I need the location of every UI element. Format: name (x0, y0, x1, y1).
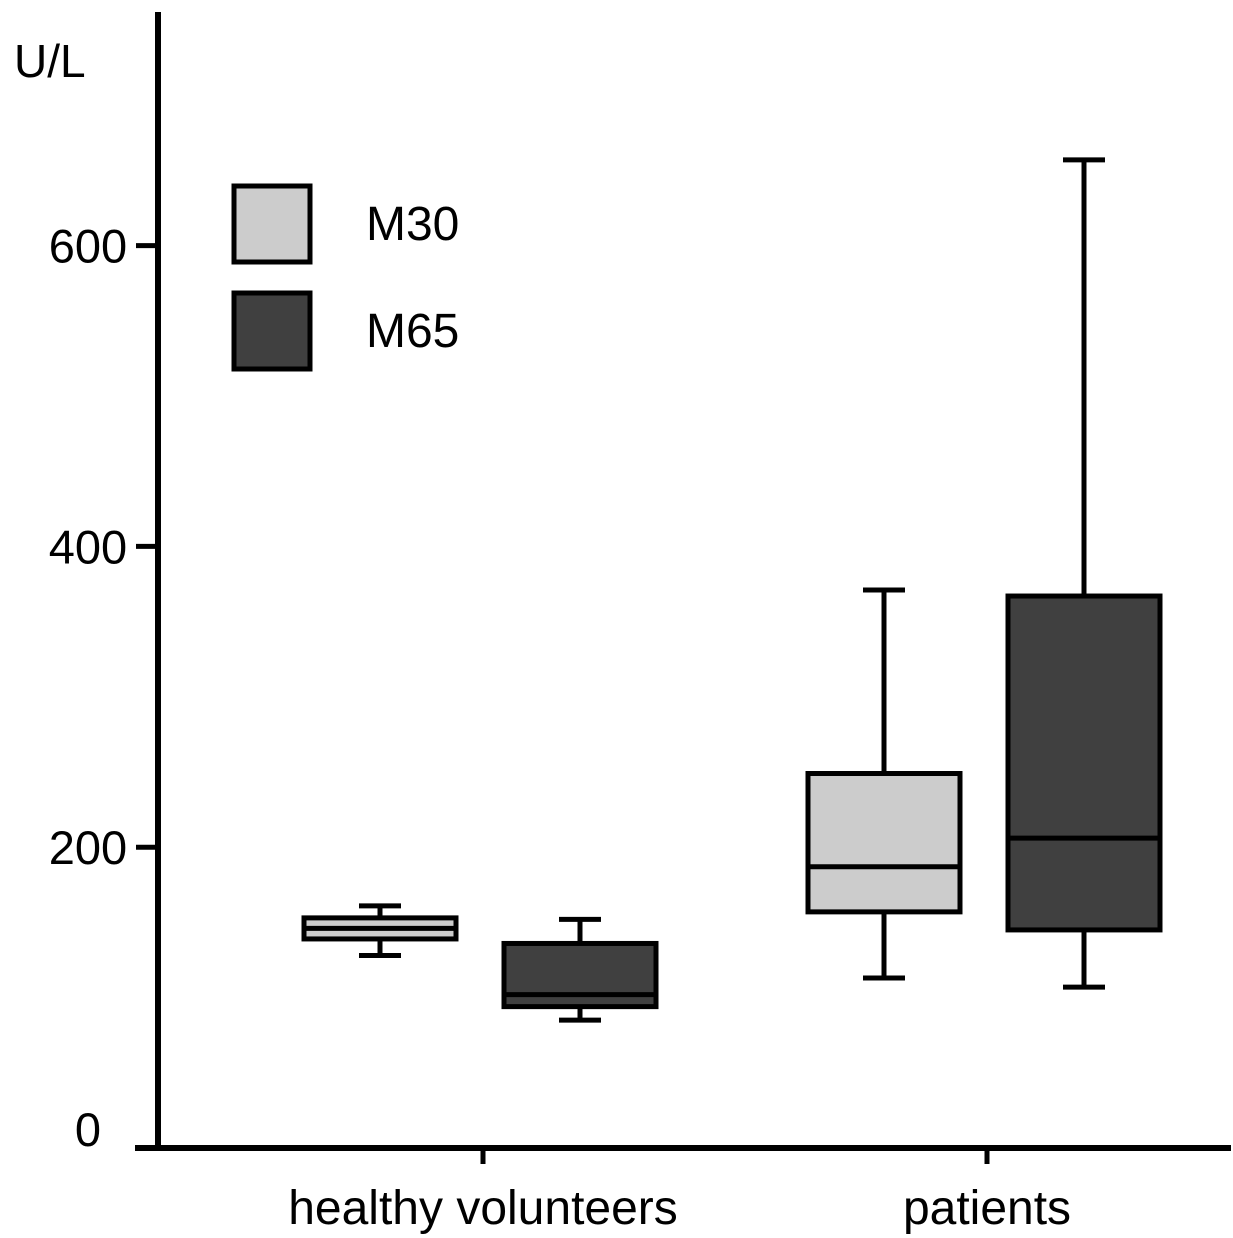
y-tick-label: 600 (49, 220, 127, 273)
y-tick-label: 0 (75, 1103, 101, 1156)
plot-marks (301, 157, 1163, 1023)
legend: M30 M65 (231, 183, 459, 372)
legend-swatch-m65 (231, 290, 313, 372)
y-tick-label: 400 (49, 520, 127, 573)
legend-swatch-m30 (231, 183, 313, 265)
y-axis-ticks: 0 200 400 600 (49, 220, 158, 1156)
iqr-box (501, 940, 659, 1010)
x-axis-ticks: healthy volunteers patients (288, 1148, 1071, 1235)
box-m30-0 (301, 903, 459, 958)
y-tick-label: 200 (49, 821, 127, 874)
iqr-box (1005, 593, 1163, 933)
box-m30-1 (805, 587, 963, 981)
category-label: patients (903, 1182, 1071, 1235)
y-axis-unit-label: U/L (14, 35, 86, 87)
category-label: healthy volunteers (288, 1182, 678, 1235)
box-m65-1 (1005, 157, 1163, 990)
iqr-box (805, 771, 963, 915)
legend-label-m65: M65 (366, 305, 459, 358)
legend-label-m30: M30 (366, 198, 459, 251)
box-m65-0 (501, 916, 659, 1023)
